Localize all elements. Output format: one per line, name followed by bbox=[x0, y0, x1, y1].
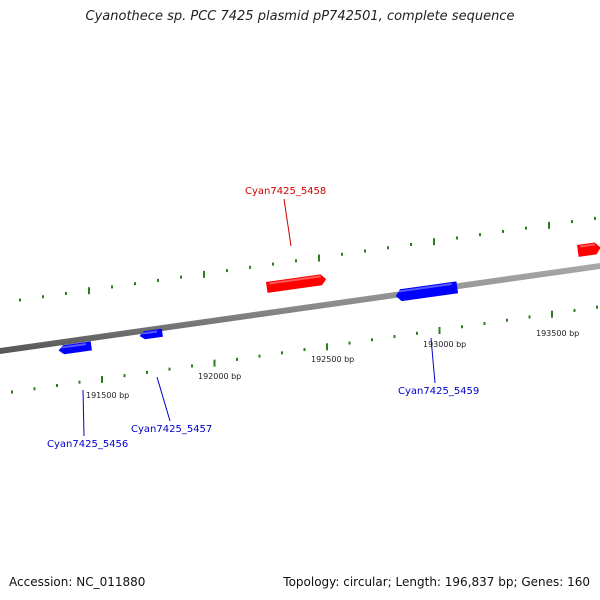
sequence-tick bbox=[416, 331, 418, 335]
sequence-tick bbox=[11, 390, 13, 394]
sequence-tick bbox=[281, 351, 283, 355]
sequence-tick bbox=[393, 335, 396, 339]
sequence-tick bbox=[364, 249, 366, 253]
sequence-tick bbox=[594, 216, 596, 220]
sequence-tick bbox=[180, 275, 182, 279]
sequence-tick bbox=[56, 383, 58, 387]
sequence-tick bbox=[157, 278, 159, 282]
sequence-tick bbox=[479, 233, 481, 237]
page-title: Cyanothece sp. PCC 7425 plasmid pP742501… bbox=[85, 9, 515, 24]
gene-leader-line bbox=[283, 198, 292, 247]
sequence-tick bbox=[213, 359, 216, 367]
sequence-tick bbox=[111, 285, 113, 289]
position-label: 193000 bp bbox=[423, 340, 466, 349]
gene-features bbox=[58, 242, 600, 355]
gene-arrow[interactable] bbox=[139, 328, 163, 340]
sequence-tick bbox=[203, 270, 205, 278]
sequence-tick bbox=[410, 242, 412, 246]
gene-label[interactable]: Cyan7425_5457 bbox=[131, 424, 212, 435]
sequence-tick bbox=[341, 252, 343, 256]
sequence-tick bbox=[371, 338, 373, 342]
sequence-tick bbox=[483, 321, 486, 325]
sequence-tick bbox=[272, 262, 274, 266]
position-labels: 191500 bp 192000 bp 192500 bp 193000 bp 1935… bbox=[86, 329, 579, 400]
inner-tick-track bbox=[11, 305, 598, 394]
gene-leader-line bbox=[82, 389, 85, 437]
gene-leader-line bbox=[430, 337, 436, 384]
sequence-tick bbox=[525, 226, 527, 230]
sequence-tick bbox=[226, 269, 228, 273]
sequence-tick bbox=[33, 387, 36, 391]
gene-leader-line bbox=[156, 376, 171, 422]
sequence-tick bbox=[528, 315, 531, 319]
sequence-tick bbox=[502, 229, 504, 233]
sequence-tick bbox=[236, 357, 238, 361]
sequence-tick bbox=[88, 287, 90, 295]
sequence-tick bbox=[258, 354, 261, 358]
accession-label: Accession: NC_011880 bbox=[9, 575, 146, 589]
gene-arrow[interactable] bbox=[58, 341, 92, 355]
gene-label[interactable]: Cyan7425_5456 bbox=[47, 439, 128, 450]
gene-label[interactable]: Cyan7425_5458 bbox=[245, 186, 326, 197]
gene-arrow[interactable] bbox=[577, 242, 600, 257]
sequence-tick bbox=[433, 238, 435, 246]
sequence-tick bbox=[19, 298, 21, 302]
sequence-tick bbox=[303, 348, 306, 352]
sequence-tick bbox=[318, 254, 320, 262]
sequence-tick bbox=[146, 370, 148, 374]
position-label: 193500 bp bbox=[536, 329, 579, 338]
sequence-tick bbox=[506, 318, 508, 322]
sequence-tick bbox=[78, 380, 81, 384]
sequence-tick bbox=[168, 367, 171, 371]
sequence-tick bbox=[249, 265, 251, 269]
position-label: 191500 bp bbox=[86, 391, 129, 400]
sequence-backbone bbox=[0, 263, 600, 354]
sequence-tick bbox=[42, 295, 44, 299]
gene-arrow[interactable] bbox=[266, 274, 327, 293]
gene-arrow[interactable] bbox=[395, 281, 459, 302]
sequence-tick bbox=[387, 246, 389, 250]
sequence-tick bbox=[65, 291, 67, 295]
sequence-tick bbox=[461, 325, 463, 329]
sequence-tick bbox=[348, 341, 351, 345]
sequence-tick bbox=[573, 308, 576, 312]
sequence-tick bbox=[596, 305, 598, 309]
sequence-tick bbox=[551, 310, 553, 318]
sequence-tick bbox=[548, 221, 550, 229]
sequence-tick bbox=[134, 282, 136, 286]
gene-label[interactable]: Cyan7425_5459 bbox=[398, 386, 479, 397]
sequence-summary: Topology: circular; Length: 196,837 bp; … bbox=[283, 575, 590, 589]
sequence-tick bbox=[123, 374, 126, 378]
outer-tick-track bbox=[19, 216, 596, 302]
sequence-tick bbox=[101, 375, 103, 383]
sequence-tick bbox=[295, 259, 297, 263]
position-label: 192000 bp bbox=[198, 372, 241, 381]
sequence-tick bbox=[438, 327, 441, 335]
sequence-tick bbox=[571, 220, 573, 224]
sequence-tick bbox=[326, 343, 328, 351]
sequence-tick bbox=[191, 364, 193, 368]
sequence-tick bbox=[456, 236, 458, 240]
position-label: 192500 bp bbox=[311, 355, 354, 364]
